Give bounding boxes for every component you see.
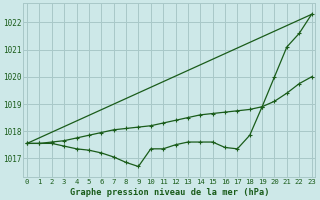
X-axis label: Graphe pression niveau de la mer (hPa): Graphe pression niveau de la mer (hPa) xyxy=(69,188,269,197)
